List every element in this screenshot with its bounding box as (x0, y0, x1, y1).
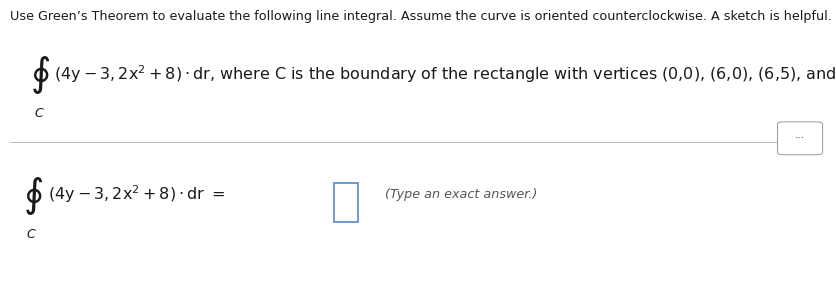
Text: C: C (34, 107, 43, 120)
Text: $\oint$: $\oint$ (30, 54, 50, 96)
Text: $\oint$: $\oint$ (23, 175, 43, 217)
Text: $\mathregular{(4y-3,2x^2+8)\cdot dr}$ $=$: $\mathregular{(4y-3,2x^2+8)\cdot dr}$ $=… (48, 184, 231, 205)
Text: Use Green’s Theorem to evaluate the following line integral. Assume the curve is: Use Green’s Theorem to evaluate the foll… (10, 10, 832, 23)
Text: C: C (27, 228, 35, 241)
Text: ···: ··· (795, 133, 805, 143)
FancyBboxPatch shape (777, 122, 823, 155)
Bar (334, 183, 358, 222)
Text: $\mathregular{(4y-3,2x^2+8)\cdot dr}$, where C is the boundary of the rectangle : $\mathregular{(4y-3,2x^2+8)\cdot dr}$, w… (54, 63, 836, 85)
Text: (Type an exact answer.): (Type an exact answer.) (385, 188, 537, 201)
